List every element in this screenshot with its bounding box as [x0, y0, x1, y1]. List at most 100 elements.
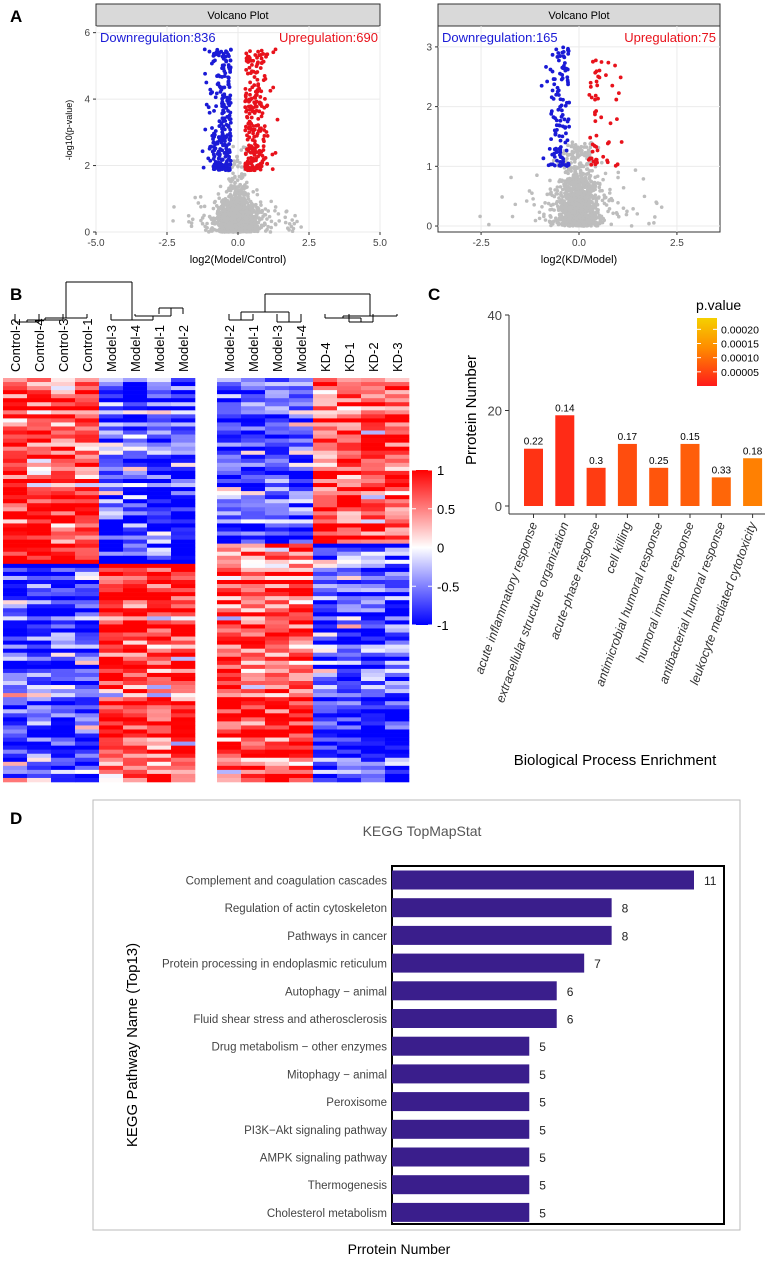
volcano-point-ns [562, 199, 566, 203]
volcano-point-ns [235, 199, 240, 204]
heatmap-cell [217, 729, 242, 734]
heatmap-cell [361, 378, 386, 383]
heatmap-cell [51, 454, 76, 460]
volcano-point-ns [540, 205, 544, 209]
heatmap-cell [171, 656, 196, 662]
heatmap-cell [313, 741, 338, 746]
kegg-bar-label: 7 [594, 957, 601, 971]
heatmap-cell [75, 745, 100, 750]
heatmap-cell [289, 466, 314, 472]
heatmap-cell [171, 664, 196, 670]
heatmap-cell [3, 600, 28, 605]
volcano-point-down [209, 61, 214, 66]
heatmap-cell [241, 753, 266, 759]
heatmap-cell [361, 551, 386, 557]
volcano-point-down [226, 79, 231, 83]
heatmap-cell [51, 483, 76, 488]
heatmap-cell [3, 721, 28, 726]
heatmap-cell [289, 406, 314, 411]
heatmap-cell [147, 689, 172, 694]
bp-bar [680, 443, 700, 506]
volcano-point-down [228, 131, 232, 136]
heatmap-cell [361, 584, 386, 589]
heatmap-cell [27, 406, 52, 411]
heatmap-cell [75, 660, 100, 666]
heatmap-cell [75, 426, 100, 431]
heatmap-cell [51, 523, 76, 528]
volcano-point-ns [587, 175, 592, 180]
heatmap-cell [3, 487, 28, 492]
heatmap-cell [265, 753, 290, 759]
volcano-point-ns [239, 205, 243, 210]
heatmap-cell [241, 596, 266, 601]
heatmap-cell [3, 620, 28, 625]
volcano-point-up [615, 117, 619, 122]
volcano-point-up [265, 161, 269, 166]
heatmap-cell [265, 394, 290, 399]
volcano-point-up [247, 130, 252, 135]
heatmap-cell [75, 769, 100, 775]
heatmap-cell [123, 624, 148, 629]
volcano-point-ns [199, 218, 203, 223]
heatmap-cell [313, 507, 338, 512]
volcano-point-ns [567, 176, 572, 181]
heatmap-cell [171, 406, 196, 411]
heatmap-cell [99, 632, 124, 637]
heatmap-cell [51, 430, 76, 435]
volcano-point-up [259, 56, 264, 61]
heatmap-cell [361, 713, 386, 718]
heatmap-cell [3, 741, 28, 746]
heatmap-cell [385, 681, 410, 686]
heatmap-cell [27, 685, 52, 690]
heatmap-cell [337, 462, 362, 468]
heatmap-cell [265, 644, 290, 649]
heatmap-cell [361, 567, 386, 573]
bp-bar-label: 0.22 [524, 437, 544, 448]
heatmap-cell [147, 701, 172, 706]
heatmap-cell [171, 394, 196, 399]
volcano-point-ns [239, 165, 244, 169]
heatmap-cell [147, 749, 172, 755]
heatmap-cell [313, 717, 338, 722]
heatmap-cell [3, 777, 28, 783]
heatmap-cell [51, 487, 76, 492]
volcano-point-up [257, 152, 262, 157]
heatmap-cell [361, 462, 386, 468]
heatmap-cell [3, 511, 28, 516]
volcano-point-up [252, 75, 257, 79]
volcano-point-ns [199, 204, 203, 209]
heatmap-column-label: Model-1 [152, 325, 167, 372]
heatmap-cell [75, 454, 100, 460]
heatmap-cell [241, 479, 266, 484]
heatmap-cell [361, 555, 386, 561]
volcano-point-ns [597, 195, 601, 199]
heatmap-cell [3, 466, 28, 472]
heatmap-cell [123, 491, 148, 496]
heatmap-cell [75, 535, 100, 540]
heatmap-cell [313, 693, 338, 698]
heatmap-cell [123, 543, 148, 548]
heatmap-cell [217, 656, 242, 662]
heatmap-cell [217, 414, 242, 419]
heatmap-cell [27, 773, 52, 779]
volcano-point-up [616, 91, 621, 96]
volcano-point-ns [575, 190, 580, 194]
heatmap-cell [217, 418, 242, 423]
heatmap-cell [289, 697, 314, 702]
heatmap-cell [337, 705, 362, 710]
heatmap-cell [289, 430, 314, 435]
heatmap-cell [337, 660, 362, 666]
volcano-point-ns [225, 225, 229, 230]
volcano-point-ns [550, 207, 554, 212]
bp-xlabel: Biological Process Enrichment [514, 752, 717, 769]
heatmap-cell [217, 446, 242, 452]
heatmap-cell [171, 648, 196, 654]
heatmap-cell [361, 592, 386, 597]
heatmap-cell [217, 709, 242, 714]
volcano-point-down [550, 52, 555, 57]
volcano-point-down [550, 152, 555, 157]
volcano-point-down [559, 114, 564, 119]
heatmap-cell [99, 515, 124, 520]
heatmap-cell [147, 470, 172, 476]
heatmap-cell [171, 729, 196, 734]
